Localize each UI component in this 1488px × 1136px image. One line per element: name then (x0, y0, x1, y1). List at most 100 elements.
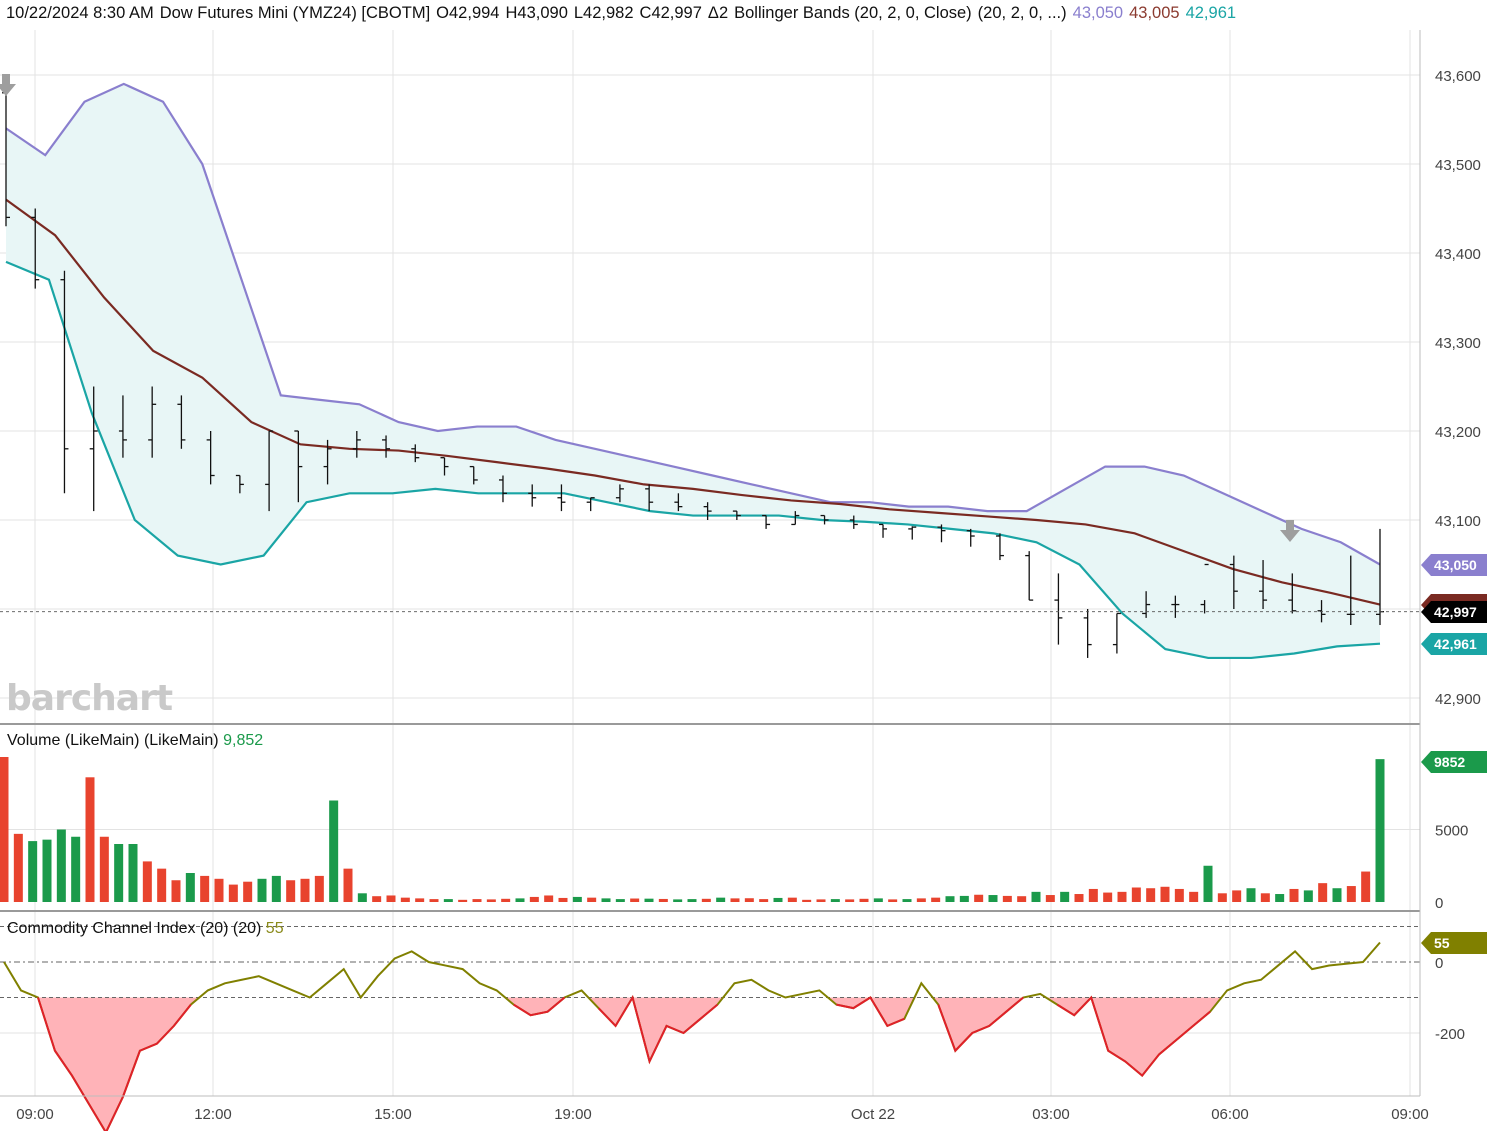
volume-bar (1361, 871, 1371, 902)
upper-band-badge: 43,050 (1421, 554, 1487, 576)
volume-bar (544, 895, 554, 902)
time-tick-label: 15:00 (374, 1106, 412, 1123)
ohlc-bar (762, 514, 771, 529)
ohlc-bar (791, 511, 800, 526)
ohlc-bar (382, 435, 391, 458)
volume-tick-label: 5000 (1435, 823, 1468, 840)
ohlc-bar (703, 502, 712, 520)
header-instrument: Dow Futures Mini (YMZ24) [CBOTM] (159, 4, 431, 22)
volume-bar (200, 875, 210, 902)
volume-bar (587, 897, 597, 902)
time-tick-label: 12:00 (194, 1106, 232, 1123)
time-tick-label: 06:00 (1211, 1106, 1249, 1123)
ohlc-bar (177, 395, 186, 449)
ohlc-bar (586, 497, 595, 512)
volume-bar (873, 898, 883, 902)
volume-bar (1002, 895, 1012, 902)
cci-title-value: 55 (265, 920, 284, 937)
volume-bar (1375, 759, 1385, 902)
volume-bar (56, 829, 66, 902)
volume-bar (128, 844, 138, 902)
volume-bar (830, 899, 840, 902)
volume-bar (114, 844, 124, 902)
price-tick-label: 43,100 (1435, 513, 1481, 530)
cci-badge-label: 55 (1434, 935, 1450, 951)
volume-bar (1074, 894, 1084, 902)
volume-bar (243, 881, 253, 902)
ohlc-bar (60, 270, 69, 494)
upper-band-badge-shape (1421, 554, 1487, 576)
down-arrow-icon (0, 74, 16, 96)
volume-bar (1117, 891, 1127, 902)
volume-tick-label: 0 (1435, 895, 1443, 912)
volume-bar (1045, 895, 1055, 902)
volume-bar (42, 839, 52, 902)
volume-bar (99, 836, 109, 902)
ohlc-bar (1171, 595, 1180, 618)
volume-bar (372, 896, 382, 902)
volume-badge: 9852 (1421, 751, 1487, 773)
volume-bar (730, 898, 740, 902)
volume-bar (185, 873, 195, 902)
header-study[interactable]: Bollinger Bands (20, 2, 0, Close) (734, 4, 972, 22)
volume-bar (1318, 883, 1328, 902)
ohlc-bar (966, 528, 975, 547)
volume-bar (802, 899, 812, 902)
volume-bar (443, 899, 453, 902)
lower-band-badge: 42,961 (1421, 633, 1487, 655)
volume-bar (1289, 888, 1299, 902)
last-price-badge-label: 42,997 (1434, 604, 1477, 620)
cci-tick-label: 0 (1435, 955, 1443, 972)
volume-bar (429, 899, 439, 902)
volume-bar (845, 899, 855, 902)
ohlc-bar (118, 395, 127, 458)
ohlc-bar (498, 475, 507, 503)
time-tick-label: 09:00 (16, 1106, 54, 1123)
volume-bar (1131, 887, 1141, 902)
volume-bar (931, 897, 941, 902)
cci-title-text[interactable]: Commodity Channel Index (20) (20) (7, 920, 262, 937)
ohlc-bar (294, 430, 303, 503)
last-price-badge: 42,997 (1421, 601, 1487, 623)
cci-pane-title: Commodity Channel Index (20) (20) 55 (7, 920, 284, 938)
volume-bar (1275, 894, 1285, 902)
volume-bar (1146, 888, 1156, 902)
volume-bar (286, 880, 296, 902)
price-pane (0, 74, 1420, 660)
volume-badge-label: 9852 (1434, 754, 1465, 770)
volume-title-text[interactable]: Volume (LikeMain) (LikeMain) (7, 732, 219, 749)
volume-bar (415, 898, 425, 902)
cci-pane (0, 926, 1420, 1135)
volume-bar (314, 875, 324, 902)
volume-bar (501, 898, 511, 902)
price-tick-label: 43,400 (1435, 246, 1481, 263)
bollinger-band-fill (6, 83, 1380, 658)
volume-bar (630, 898, 640, 902)
price-tick-label: 43,300 (1435, 335, 1481, 352)
volume-bar (558, 897, 568, 902)
volume-bar (386, 895, 396, 902)
volume-bar (142, 861, 152, 902)
ohlc-bar (323, 439, 332, 485)
price-tick-label: 43,600 (1435, 68, 1481, 85)
volume-bar (85, 777, 95, 902)
down-arrow-icon (1280, 520, 1300, 542)
ohlc-bar (528, 484, 537, 507)
header-open: O42,994 (436, 4, 500, 22)
cci-oversold-line (513, 996, 566, 1017)
ohlc-bar (89, 386, 98, 512)
price-tick-label: 43,500 (1435, 157, 1481, 174)
volume-bar (1246, 888, 1256, 902)
volume-pane (0, 757, 1385, 902)
ohlc-bar (908, 526, 917, 540)
volume-bar (529, 896, 539, 902)
ohlc-bar (820, 514, 829, 525)
volume-bar (916, 898, 926, 902)
volume-bar (1332, 888, 1342, 902)
volume-bar (300, 878, 310, 902)
ohlc-bar (615, 484, 624, 503)
volume-bar (1031, 891, 1041, 902)
cci-oversold-line (597, 994, 719, 1065)
